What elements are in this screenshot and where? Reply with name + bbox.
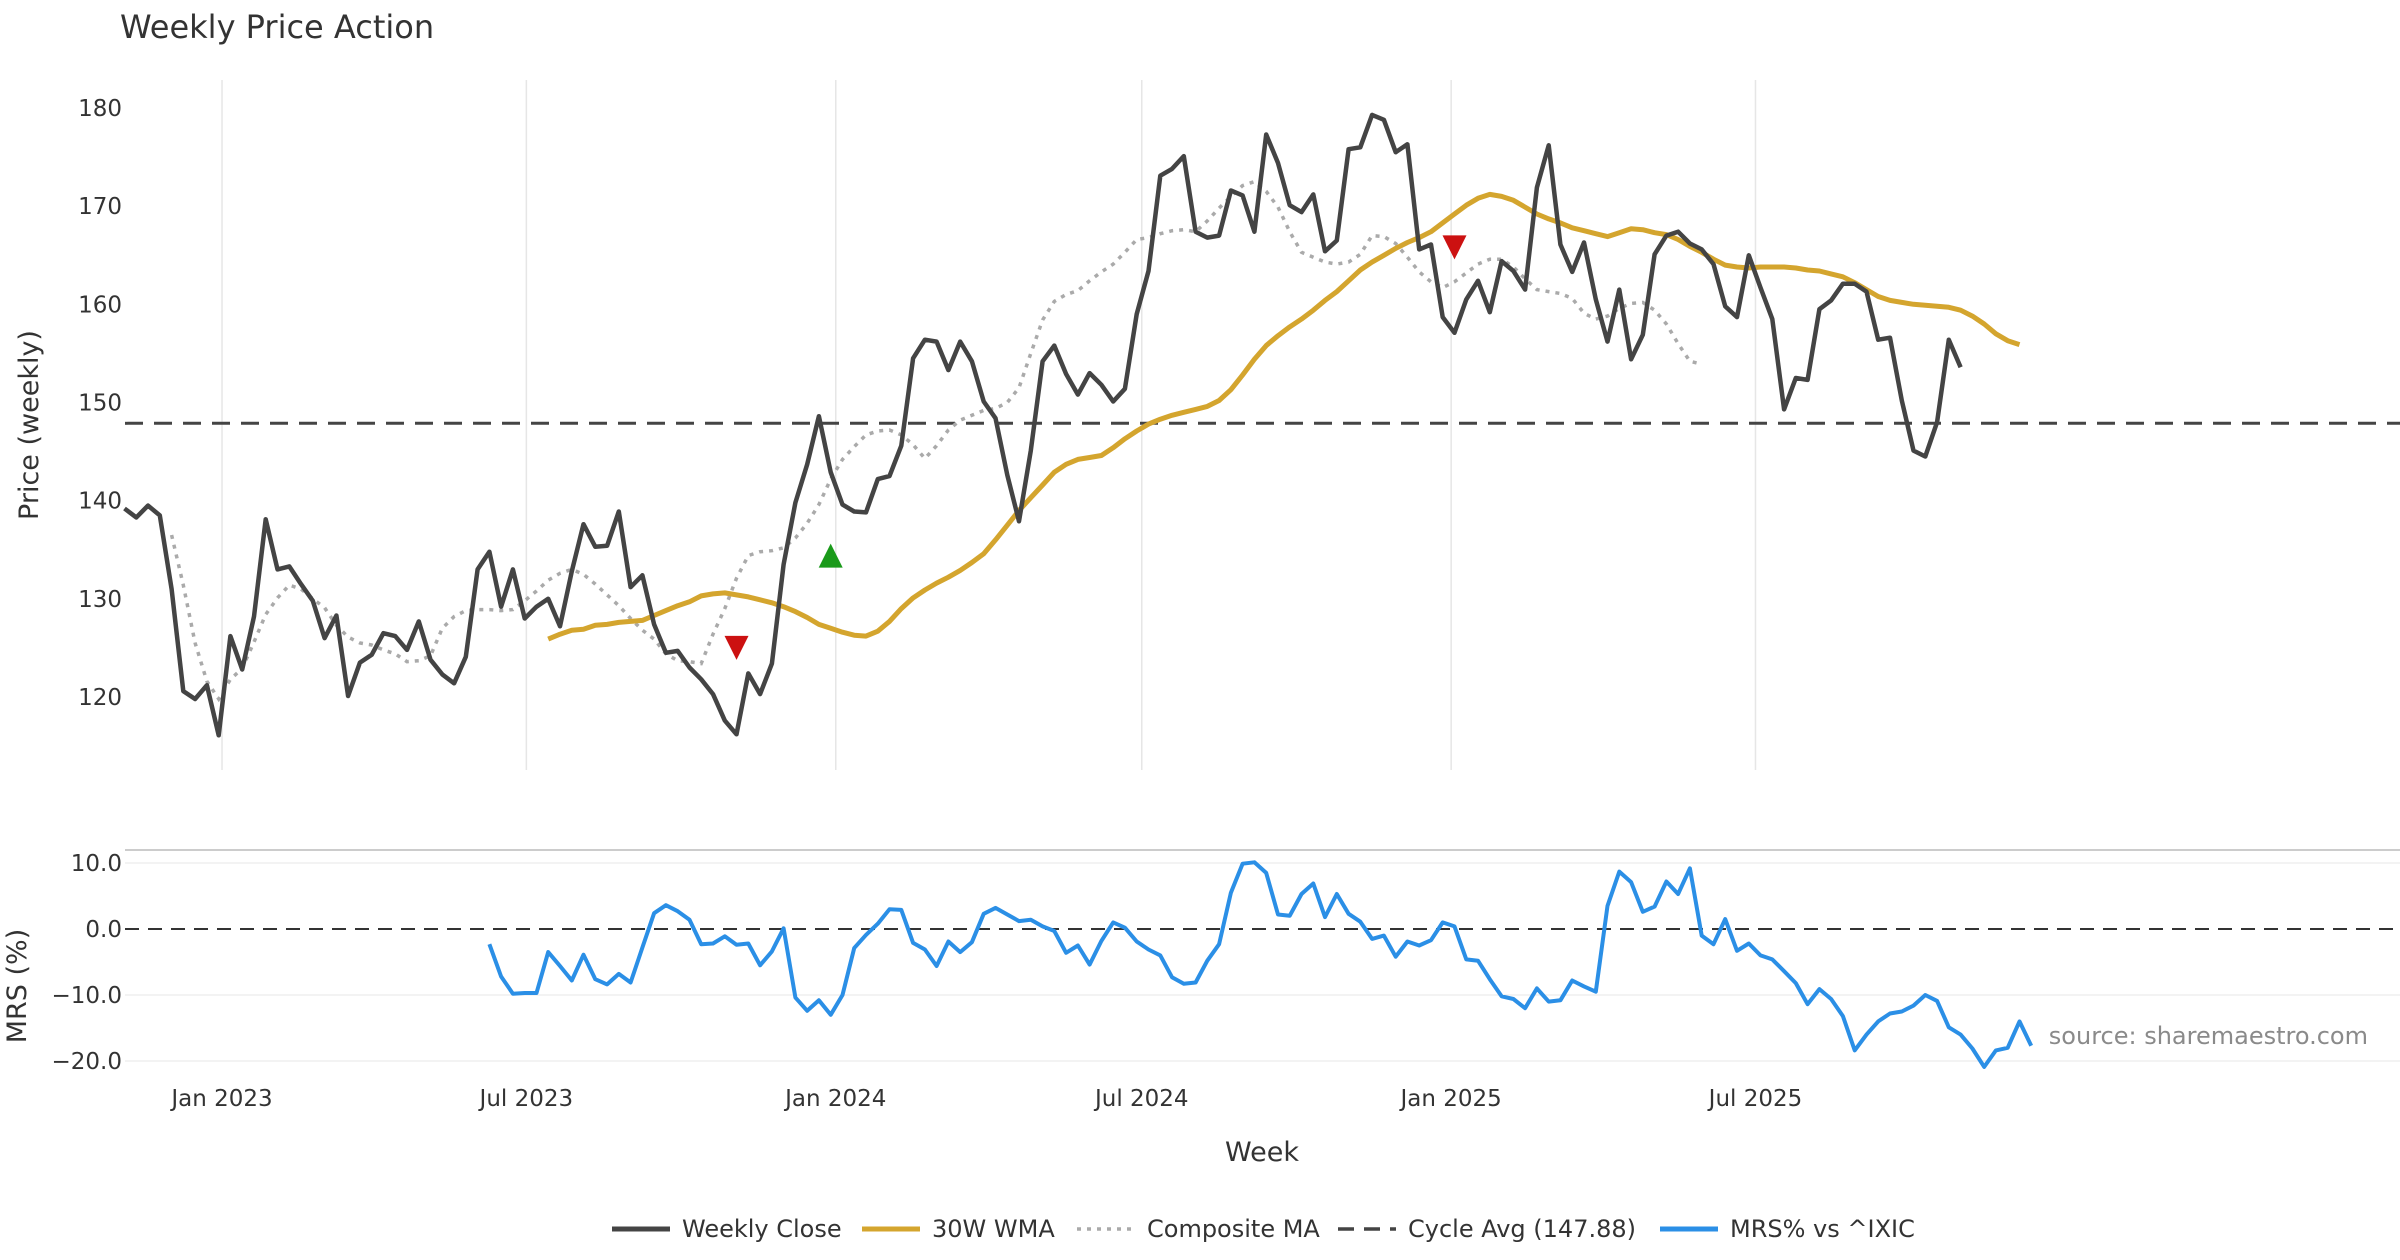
x-tick-label: Jul 2024 xyxy=(1093,1086,1189,1112)
x-tick-label: Jan 2023 xyxy=(169,1086,272,1112)
price-y-tick-label: 140 xyxy=(78,489,122,515)
price-y-ticks: 120 130 140 150 160 170 180 xyxy=(78,96,122,711)
sell-signal-marker xyxy=(1442,235,1467,260)
weekly-close-line xyxy=(123,112,1963,738)
x-tick-label: Jul 2025 xyxy=(1707,1086,1803,1112)
mrs-grid xyxy=(125,862,2400,1062)
mrs-y-tick-label: −10.0 xyxy=(52,983,122,1009)
mrs-y-tick-label: −20.0 xyxy=(52,1049,122,1075)
mrs-y-tick-label: 10.0 xyxy=(71,851,122,877)
mrs-line xyxy=(487,860,2034,1069)
x-tick-label: Jul 2023 xyxy=(478,1086,574,1112)
price-y-tick-label: 180 xyxy=(78,96,122,122)
x-ticks: Jan 2023 Jul 2023 Jan 2024 Jul 2024 Jan 2025… xyxy=(169,1086,1802,1112)
legend-item: Cycle Avg (147.88) xyxy=(1338,1215,1636,1243)
x-tick-label: Jan 2025 xyxy=(1398,1086,1501,1112)
mrs-y-ticks: 10.0 0.0 −10.0 −20.0 xyxy=(52,851,122,1075)
mrs-y-label: MRS (%) xyxy=(2,929,33,1044)
legend-item: Composite MA xyxy=(1077,1215,1320,1243)
mrs-y-tick-label: 0.0 xyxy=(85,917,122,943)
price-grid xyxy=(221,80,1757,770)
legend-label: Weekly Close xyxy=(682,1215,842,1243)
legend-label: Composite MA xyxy=(1147,1215,1320,1243)
legend-label: MRS% vs ^IXIC xyxy=(1730,1215,1915,1243)
price-y-tick-label: 160 xyxy=(78,292,122,318)
price-y-tick-label: 130 xyxy=(78,587,122,613)
legend: Weekly Close 30W WMA Composite MA Cycle Avg… xyxy=(612,1215,1915,1243)
legend-label: 30W WMA xyxy=(932,1215,1055,1243)
source-text: source: sharemaestro.com xyxy=(2049,1022,2368,1050)
buy-signal-marker xyxy=(818,543,843,568)
price-y-tick-label: 120 xyxy=(78,685,122,711)
x-tick-label: Jan 2024 xyxy=(783,1086,886,1112)
sell-signal-marker xyxy=(724,635,749,660)
wma-30w-line xyxy=(547,191,2021,642)
price-y-tick-label: 150 xyxy=(78,391,122,417)
legend-item: MRS% vs ^IXIC xyxy=(1660,1215,1915,1243)
legend-item: Weekly Close xyxy=(612,1215,842,1243)
x-axis-label: Week xyxy=(1225,1137,1299,1168)
composite-ma-line xyxy=(169,179,1703,703)
legend-label: Cycle Avg (147.88) xyxy=(1408,1215,1636,1243)
price-y-tick-label: 170 xyxy=(78,194,122,220)
legend-item: 30W WMA xyxy=(862,1215,1055,1243)
price-y-label: Price (weekly) xyxy=(14,330,45,520)
chart-title: Weekly Price Action xyxy=(120,8,434,46)
signal-markers xyxy=(724,235,1467,660)
